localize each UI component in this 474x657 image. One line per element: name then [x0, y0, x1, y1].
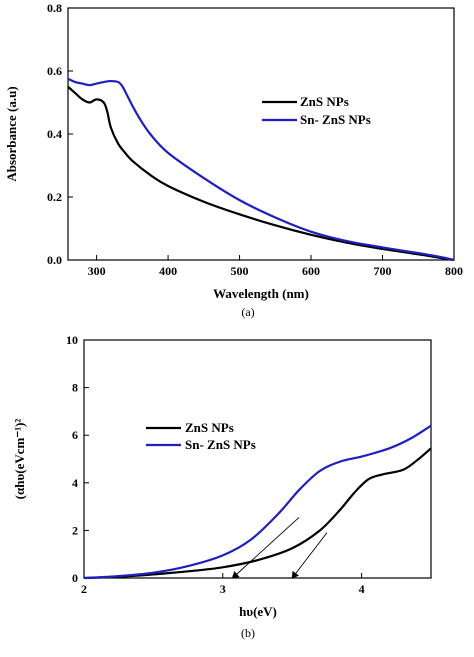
chart-a-y-tick-label: 0.6: [47, 64, 62, 78]
chart-a-x-tick-label: 800: [445, 264, 463, 278]
chart-a-legend-label-zns: ZnS NPs: [300, 94, 349, 109]
chart-a-legend: ZnS NPs Sn- ZnS NPs: [262, 94, 371, 127]
chart-b-legend-label-zns: ZnS NPs: [185, 420, 234, 435]
chart-a-x-tick-label: 400: [159, 264, 177, 278]
chart-a-series-snzns-line: [67, 77, 455, 262]
chart-a-x-tick-label: 300: [88, 264, 106, 278]
chart-b-y-tick-label: 0: [72, 571, 78, 585]
chart-a-series-zns-line: [67, 85, 455, 262]
chart-a-y-tick-label: 0.2: [47, 190, 62, 204]
chart-a-caption: (a): [241, 305, 254, 319]
chart-b-x-tick-label: 2: [81, 582, 87, 596]
chart-b-tangent-line-1: [231, 516, 300, 579]
chart-b-x-tick-label: 3: [220, 582, 226, 596]
chart-b-y-tick-label: 8: [72, 381, 78, 395]
chart-b-caption: (b): [241, 626, 255, 640]
chart-a-y-tick-label: 0.0: [47, 253, 62, 267]
chart-a-x-tick-label: 700: [374, 264, 392, 278]
chart-b-y-tick-label: 4: [72, 476, 78, 490]
chart-b-y-tick-label: 2: [72, 523, 78, 537]
chart-b-tangent-line-2: [291, 532, 328, 579]
chart-b-legend: ZnS NPs Sn- ZnS NPs: [146, 420, 256, 452]
chart-b-frame: [83, 339, 432, 579]
chart-a-y-axis-label: Absorbance (a.u): [4, 86, 19, 181]
chart-a-y-tick-label: 0.4: [47, 127, 62, 141]
chart-b-x-tick-label: 4: [359, 582, 365, 596]
chart-b-y-axis-label: (αhυ(eVcm⁻¹)²: [12, 419, 27, 500]
chart-b-x-axis-label: hυ(eV): [239, 604, 277, 619]
chart-a-y-tick-label: 0.8: [47, 1, 62, 15]
chart-b-y-tick-label: 10: [66, 333, 78, 347]
chart-b-series-zns-line: [83, 447, 432, 580]
chart-a-x-tick-label: 600: [302, 264, 320, 278]
chart-b-series-snzns-line: [83, 424, 432, 580]
chart-a-x-axis-label: Wavelength (nm): [213, 286, 309, 301]
chart-a-x-tick-label: 500: [231, 264, 249, 278]
chart-b-legend-label-snzns: Sn- ZnS NPs: [185, 437, 256, 452]
chart-a: 300 400 500 600 700 800 0.0 0.2 0.4 0.6 0.8 Wavele…: [4, 1, 463, 319]
chart-b-y-tick-label: 6: [72, 428, 78, 442]
chart-a-legend-label-snzns: Sn- ZnS NPs: [300, 112, 371, 127]
